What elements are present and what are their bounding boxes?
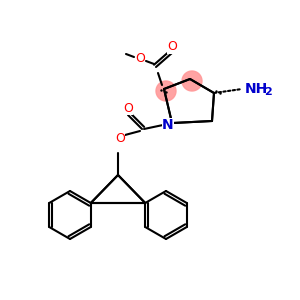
Text: O: O bbox=[135, 52, 145, 65]
Text: NH: NH bbox=[244, 82, 268, 96]
Text: O: O bbox=[123, 101, 133, 115]
Text: O: O bbox=[167, 40, 177, 53]
Text: N: N bbox=[162, 118, 174, 132]
Text: O: O bbox=[115, 133, 125, 146]
Text: 2: 2 bbox=[264, 87, 272, 97]
Circle shape bbox=[156, 81, 176, 101]
Circle shape bbox=[182, 71, 202, 91]
